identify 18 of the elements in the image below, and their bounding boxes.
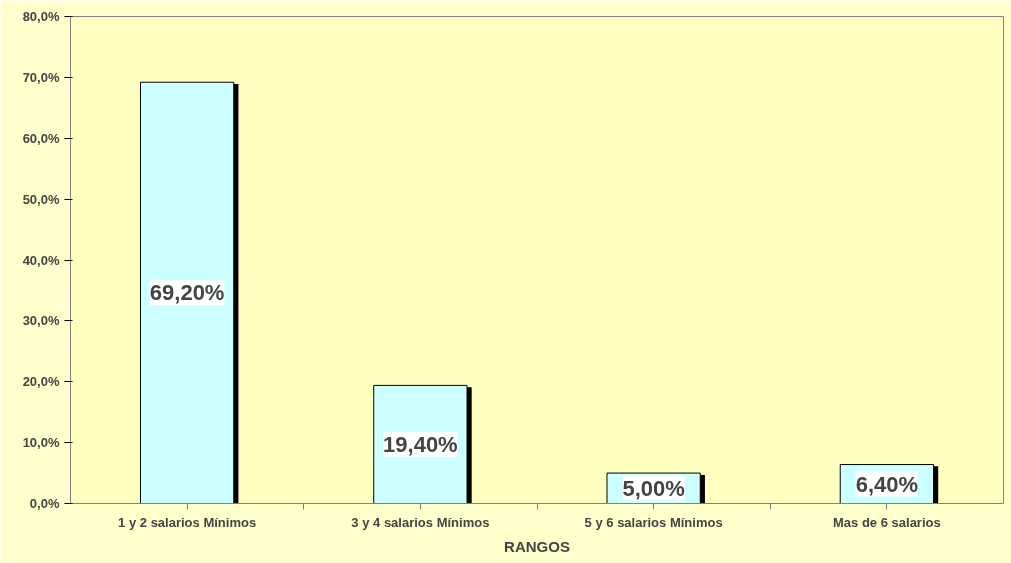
y-tick-label: 70,0% <box>22 69 60 85</box>
data-label: 6,40% <box>855 471 919 497</box>
x-tick-label: Mas de 6 salarios <box>833 514 941 530</box>
x-tick-label: 5 y 6 salarios Mínimos <box>584 514 723 530</box>
x-tick-label: 1 y 2 salarios Mínimos <box>118 514 257 530</box>
y-tick-label: 30,0% <box>22 313 60 329</box>
data-label: 19,40% <box>383 431 458 457</box>
y-tick-label: 10,0% <box>22 435 60 451</box>
y-tick-label: 50,0% <box>22 191 60 207</box>
y-tick-label: 40,0% <box>22 252 60 268</box>
y-tick-label: 80,0% <box>22 9 60 24</box>
x-axis-title: RANGOS <box>504 537 570 555</box>
x-tick-label: 3 y 4 salarios Mínimos <box>351 514 490 530</box>
y-tick-label: 60,0% <box>22 130 60 146</box>
data-label: 5,00% <box>622 475 685 501</box>
y-tick-label: 0,0% <box>29 496 60 511</box>
data-label: 69,20% <box>149 280 225 306</box>
y-tick-label: 20,0% <box>22 374 60 390</box>
